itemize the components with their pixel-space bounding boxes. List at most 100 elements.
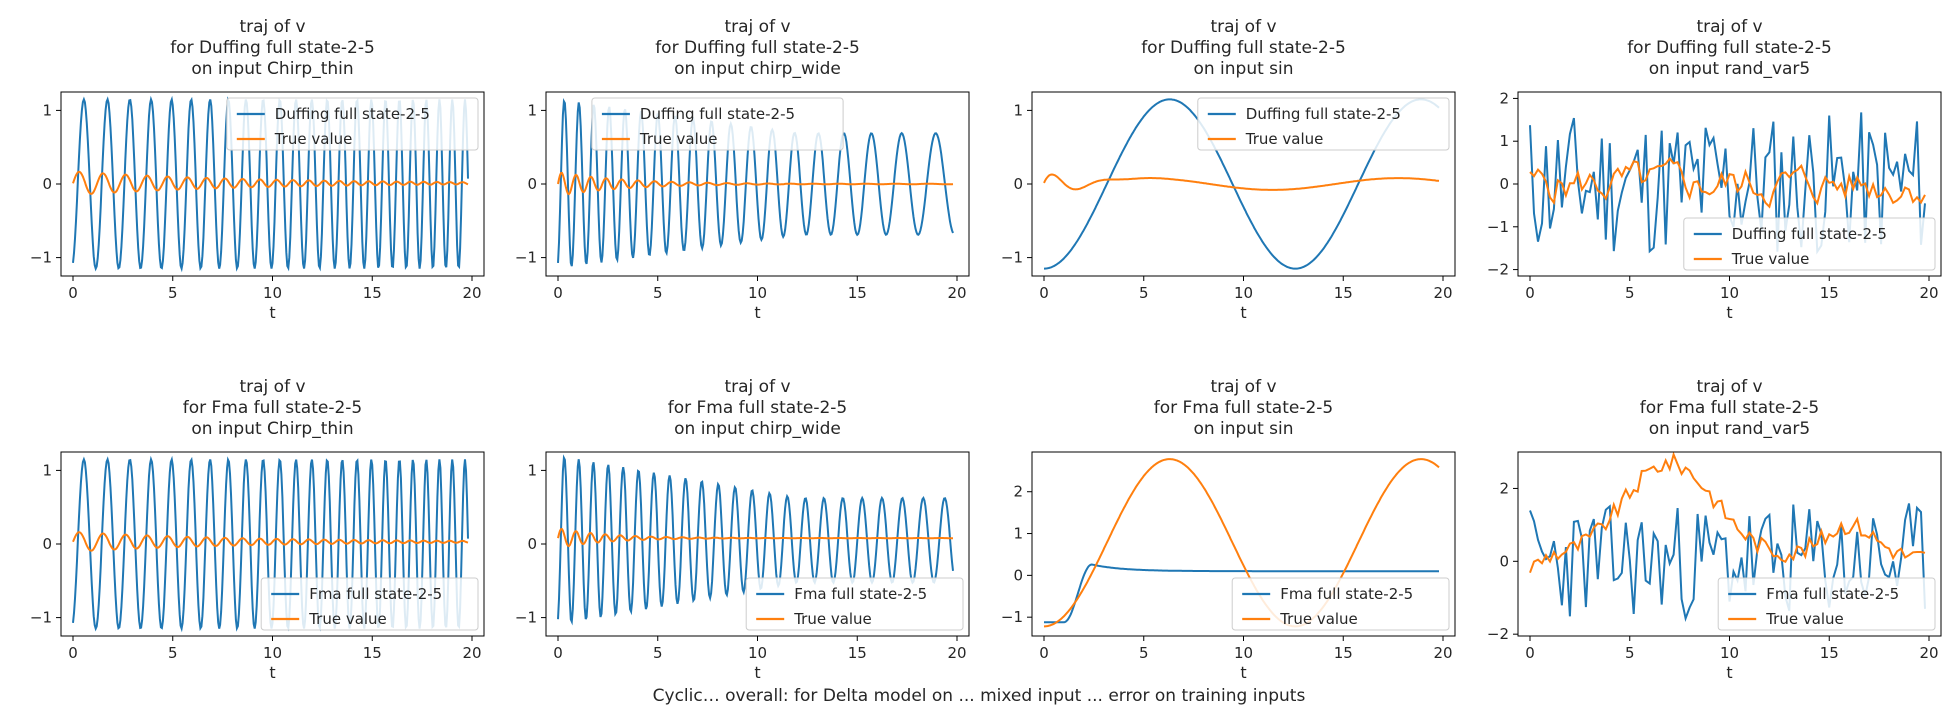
subplot-title-line: on input sin xyxy=(1193,419,1293,439)
legend-box xyxy=(260,577,479,631)
x-tick-label: 20 xyxy=(947,644,966,662)
x-tick-label: 5 xyxy=(168,644,178,662)
series-line-2 xyxy=(557,171,954,196)
legend-label: True value xyxy=(1731,250,1810,268)
y-tick-label: 1 xyxy=(42,461,52,479)
x-axis-label: t xyxy=(754,303,760,322)
x-tick-label: 10 xyxy=(1234,284,1253,302)
series-line-2 xyxy=(1043,173,1440,191)
x-tick-label: 15 xyxy=(363,284,382,302)
legend-label: Duffing full state-2-5 xyxy=(1246,105,1401,123)
subplot-title-line: for Fma full state-2-5 xyxy=(1154,398,1334,418)
series-line-1 xyxy=(72,95,469,273)
y-tick-label: 0 xyxy=(527,175,537,193)
y-tick-label: −1 xyxy=(1001,249,1023,267)
y-tick-label: 1 xyxy=(527,101,537,119)
x-tick-label: 0 xyxy=(1039,644,1049,662)
legend-label: True value xyxy=(308,610,387,628)
subplot-title-line: on input sin xyxy=(1193,59,1293,79)
x-axis-label: t xyxy=(269,303,275,322)
x-tick-label: 15 xyxy=(1820,284,1839,302)
legend-label: Fma full state-2-5 xyxy=(1280,585,1413,603)
legend-label: True value xyxy=(1765,610,1844,628)
x-tick-label: 20 xyxy=(462,284,481,302)
legend: Duffing full state-2-5 True value xyxy=(226,97,479,151)
y-tick-label: 1 xyxy=(42,101,52,119)
x-tick-label: 10 xyxy=(748,644,767,662)
y-tick-label: 0 xyxy=(1499,552,1509,570)
subplot-title-line: on input chirp_wide xyxy=(674,419,841,439)
x-tick-label: 0 xyxy=(553,284,563,302)
subplot-title-line: on input Chirp_thin xyxy=(191,419,353,439)
subplot-title-line: for Duffing full state-2-5 xyxy=(170,38,375,58)
y-tick-label: 2 xyxy=(1499,89,1509,107)
series-line-1 xyxy=(1529,503,1926,623)
legend-label: Fma full state-2-5 xyxy=(794,585,927,603)
y-tick-label: 0 xyxy=(42,175,52,193)
x-tick-label: 20 xyxy=(1919,644,1938,662)
series-line-1 xyxy=(1044,563,1439,624)
subplot-title-line: for Duffing full state-2-5 xyxy=(1627,38,1832,58)
legend-box xyxy=(226,97,479,151)
x-tick-label: 10 xyxy=(1234,644,1253,662)
x-tick-label: 10 xyxy=(748,284,767,302)
y-tick-label: 2 xyxy=(1013,483,1023,501)
y-tick-label: 0 xyxy=(1013,566,1023,584)
y-tick-label: −1 xyxy=(1487,218,1509,236)
series-line-2 xyxy=(72,531,469,552)
legend: Fma full state-2-5 True value xyxy=(260,577,479,631)
x-tick-label: 5 xyxy=(653,644,663,662)
y-tick-label: −1 xyxy=(1001,608,1023,626)
x-tick-label: 15 xyxy=(848,644,867,662)
y-tick-label: −1 xyxy=(30,609,52,627)
legend: Duffing full state-2-5 True value xyxy=(591,97,844,151)
legend-box xyxy=(1683,217,1936,271)
subplot-title-line: traj of v xyxy=(239,377,305,397)
legend-box xyxy=(1717,577,1936,631)
y-tick-label: 2 xyxy=(1499,479,1509,497)
x-tick-label: 15 xyxy=(1820,644,1839,662)
x-tick-label: 5 xyxy=(1625,644,1635,662)
subplot-title-line: traj of v xyxy=(1210,377,1276,397)
legend-box xyxy=(591,97,844,151)
subplot-title-line: traj of v xyxy=(1210,17,1276,37)
legend-label: Fma full state-2-5 xyxy=(1766,585,1899,603)
x-tick-label: 5 xyxy=(653,284,663,302)
x-tick-label: 20 xyxy=(1433,644,1452,662)
subplot-title-line: on input rand_var5 xyxy=(1649,59,1810,79)
series-line-1 xyxy=(1044,98,1440,270)
x-tick-label: 0 xyxy=(1039,284,1049,302)
subplot-title-line: on input chirp_wide xyxy=(674,59,841,79)
series-line-2 xyxy=(72,170,469,195)
x-tick-label: 15 xyxy=(1334,644,1353,662)
x-tick-label: 20 xyxy=(1919,284,1938,302)
legend-label: True value xyxy=(1279,610,1358,628)
y-tick-label: 1 xyxy=(527,461,537,479)
legend-label: Duffing full state-2-5 xyxy=(1732,225,1887,243)
y-tick-label: 1 xyxy=(1013,525,1023,543)
y-tick-label: 0 xyxy=(1499,175,1509,193)
legend: Duffing full state-2-5 True value xyxy=(1197,97,1450,151)
legend-label: True value xyxy=(639,130,718,148)
subplot-title-line: for Duffing full state-2-5 xyxy=(655,38,860,58)
y-tick-label: −1 xyxy=(515,609,537,627)
figure-caption: Cyclic… overall: for Delta model on ... … xyxy=(652,686,1306,706)
y-tick-label: 0 xyxy=(1013,175,1023,193)
subplot-title-line: for Fma full state-2-5 xyxy=(183,398,363,418)
legend-box xyxy=(745,577,964,631)
legend: Duffing full state-2-5 True value xyxy=(1683,217,1936,271)
y-tick-label: 1 xyxy=(1013,101,1023,119)
y-tick-label: 0 xyxy=(42,535,52,553)
x-axis-label: t xyxy=(1726,663,1732,682)
x-tick-label: 15 xyxy=(1334,284,1353,302)
subplot-title-line: traj of v xyxy=(724,377,790,397)
x-tick-label: 5 xyxy=(1625,284,1635,302)
x-tick-label: 5 xyxy=(168,284,178,302)
